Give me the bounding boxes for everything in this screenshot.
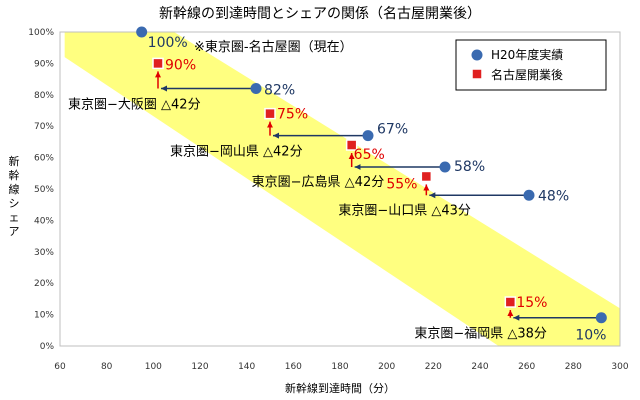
y-axis-label: 新幹線シェア [9,154,20,238]
x-tick-label: 220 [425,362,442,372]
plot-area [59,31,621,347]
after-point [420,170,433,183]
after-point [504,296,517,308]
current-point [362,130,374,142]
current-data-label: 82% [264,83,295,99]
after-point [152,57,164,70]
y-tick-label: 90% [34,59,54,69]
legend-marker-after [471,68,483,80]
legend-label-after: 名古屋開業後 [491,67,563,82]
x-tick-label: 160 [285,362,302,372]
after-data-label: 75% [277,107,308,123]
x-tick-label: 260 [518,362,535,372]
x-tick-label: 100 [145,362,162,372]
after-data-label: 15% [516,295,547,311]
x-axis-label: 新幹線到達時間（分） [285,381,395,395]
after-point [345,139,358,151]
after-point [264,107,276,120]
y-tick-label: 10% [34,311,54,321]
x-tick-label: 120 [191,362,208,372]
after-data-label: 65% [354,147,385,163]
current-data-label: 58% [454,159,485,175]
x-tick-label: 80 [101,362,113,372]
after-data-label: 55% [386,176,417,192]
x-tick-label: 180 [331,362,348,372]
y-tick-label: 60% [34,154,54,164]
current-point [439,161,451,173]
after-data-label: 90% [165,57,196,73]
current-point [136,26,148,38]
current-point [523,189,535,201]
x-tick-label: 200 [378,362,395,372]
y-tick-label: 70% [34,122,54,132]
y-tick-label: 30% [34,248,54,258]
y-tick-label: 20% [34,279,54,289]
current-data-label: 100% [148,35,188,51]
y-tick-label: 100% [28,28,54,38]
legend-label-current: H20年度実績 [491,47,563,62]
y-tick-label: 50% [34,185,54,195]
chart-title: 新幹線の到達時間とシェアの関係（名古屋開業後） [159,5,481,22]
route-label: 東京圏−山口県 △43分 [338,202,471,218]
y-tick-label: 40% [34,216,54,226]
current-point [250,83,262,95]
x-tick-label: 60 [54,362,66,372]
current-data-label: 10% [575,328,606,344]
legend-marker-current [471,49,483,61]
trend-band [64,32,620,346]
legend-box [455,39,607,91]
current-point [595,312,607,324]
route-label: 東京圏−広島県 △42分 [252,174,385,190]
current-data-label: 67% [377,122,408,138]
x-tick-label: 300 [611,362,628,372]
x-tick-label: 240 [471,362,488,372]
current-data-label: 48% [538,188,569,204]
x-tick-label: 140 [238,362,255,372]
route-label: 東京圏−福岡県 △38分 [414,326,547,342]
x-tick-label: 280 [565,362,582,372]
chart-note: ※東京圏-名古屋圏（現在） [194,39,353,55]
route-label: 東京圏−大阪圏 △42分 [68,97,201,113]
route-label: 東京圏−岡山県 △42分 [170,144,303,160]
legend: H20年度実績 名古屋開業後 [455,39,607,91]
y-tick-label: 0% [40,342,55,352]
y-tick-label: 80% [34,91,54,101]
